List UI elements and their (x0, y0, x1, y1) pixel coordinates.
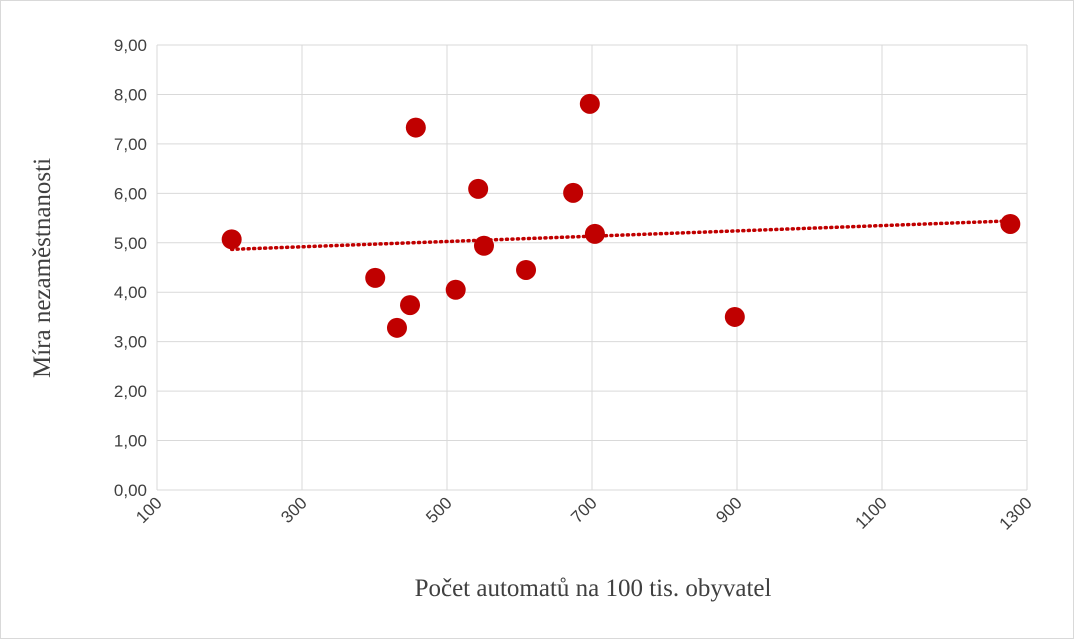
y-tick-label: 5,00 (114, 234, 147, 253)
data-point (516, 259, 537, 280)
data-point (724, 306, 745, 327)
data-point (473, 235, 494, 256)
data-point (221, 229, 242, 250)
x-axis-title: Počet automatů na 100 tis. obyvatel (415, 575, 772, 602)
data-point (400, 295, 421, 316)
y-tick-label: 1,00 (114, 432, 147, 451)
data-point (468, 178, 489, 199)
data-point (365, 267, 386, 288)
y-tick-label: 2,00 (114, 382, 147, 401)
data-point (1000, 213, 1021, 234)
data-point (405, 117, 426, 138)
y-axis-title: Míra nezaměstnanosti (29, 158, 56, 378)
y-tick-label: 0,00 (114, 481, 147, 500)
y-tick-label: 9,00 (114, 36, 147, 55)
y-tick-label: 3,00 (114, 333, 147, 352)
data-point (579, 93, 600, 114)
data-point (445, 279, 466, 300)
data-point (584, 223, 605, 244)
y-tick-label: 4,00 (114, 283, 147, 302)
data-point (563, 182, 584, 203)
trendline (229, 219, 1013, 252)
y-tick-label: 6,00 (114, 184, 147, 203)
y-tick-label: 8,00 (114, 85, 147, 104)
y-tick-label: 7,00 (114, 135, 147, 154)
data-point (386, 317, 407, 338)
